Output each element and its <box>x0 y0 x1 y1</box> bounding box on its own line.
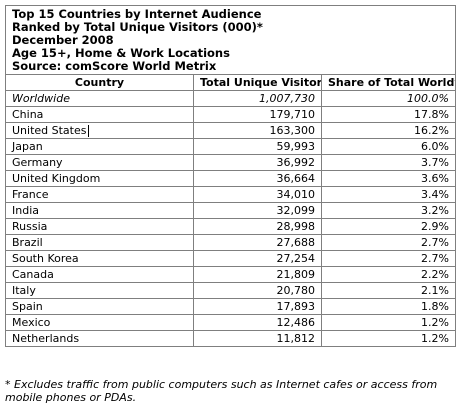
title-line: Ranked by Total Unique Visitors (000)* <box>12 20 263 34</box>
visitors-cell: 36,664 <box>193 170 322 187</box>
visitors-cell: 12,486 <box>193 314 322 331</box>
visitors-cell: 28,998 <box>193 218 322 235</box>
table-row: Japan 59,993 6.0% <box>5 138 456 155</box>
title-line: Age 15+, Home & Work Locations <box>12 46 230 60</box>
table-row: Netherlands 11,812 1.2% <box>5 330 456 347</box>
share-cell: 3.6% <box>321 170 456 187</box>
share-cell: 17.8% <box>321 106 456 123</box>
visitors-cell: 1,007,730 <box>193 90 322 107</box>
visitors-cell: 179,710 <box>193 106 322 123</box>
share-cell: 16.2% <box>321 122 456 139</box>
share-cell: 2.7% <box>321 250 456 267</box>
country-cell: Canada <box>5 266 194 283</box>
country-cell: Brazil <box>5 234 194 251</box>
share-cell: 2.9% <box>321 218 456 235</box>
share-column-header: Share of Total Worldwide Internet Audien… <box>321 74 456 91</box>
title-line: December 2008 <box>12 33 114 47</box>
internet-audience-table: Top 15 Countries by Internet Audience Ra… <box>5 5 456 347</box>
share-cell: 3.7% <box>321 154 456 171</box>
share-cell: 3.2% <box>321 202 456 219</box>
visitors-column-header: Total Unique Visitors (000) <box>193 74 322 91</box>
country-cell: Worldwide <box>5 90 194 107</box>
share-cell: 100.0% <box>321 90 456 107</box>
country-cell: South Korea <box>5 250 194 267</box>
share-cell: 3.4% <box>321 186 456 203</box>
visitors-cell: 59,993 <box>193 138 322 155</box>
table-row: United Kingdom 36,664 3.6% <box>5 170 456 187</box>
visitors-cell: 17,893 <box>193 298 322 315</box>
visitors-cell: 21,809 <box>193 266 322 283</box>
country-cell: Japan <box>5 138 194 155</box>
visitors-cell: 34,010 <box>193 186 322 203</box>
country-cell: Netherlands <box>5 330 194 347</box>
country-cell: Germany <box>5 154 194 171</box>
worldwide-row: Worldwide 1,007,730 100.0% <box>5 90 456 107</box>
visitors-cell: 27,254 <box>193 250 322 267</box>
title-line: Source: comScore World Metrix <box>12 59 217 73</box>
country-cell: China <box>5 106 194 123</box>
table-row: France 34,010 3.4% <box>5 186 456 203</box>
country-cell: Russia <box>5 218 194 235</box>
text-cursor <box>87 125 89 137</box>
table-row: Canada 21,809 2.2% <box>5 266 456 283</box>
table-title: Top 15 Countries by Internet Audience Ra… <box>5 5 456 75</box>
table-row: India 32,099 3.2% <box>5 202 456 219</box>
table-row: Italy 20,780 2.1% <box>5 282 456 299</box>
visitors-cell: 27,688 <box>193 234 322 251</box>
title-row: Top 15 Countries by Internet Audience Ra… <box>5 5 456 75</box>
share-cell: 2.2% <box>321 266 456 283</box>
table-row: Russia 28,998 2.9% <box>5 218 456 235</box>
visitors-cell: 163,300 <box>193 122 322 139</box>
country-cell: United Kingdom <box>5 170 194 187</box>
table-row: Germany 36,992 3.7% <box>5 154 456 171</box>
share-cell: 2.7% <box>321 234 456 251</box>
country-cell: India <box>5 202 194 219</box>
table-row: China 179,710 17.8% <box>5 106 456 123</box>
country-cell: France <box>5 186 194 203</box>
visitors-cell: 20,780 <box>193 282 322 299</box>
share-cell: 6.0% <box>321 138 456 155</box>
share-cell: 2.1% <box>321 282 456 299</box>
country-column-header: Country <box>5 74 194 91</box>
internet-audience-table-container: Top 15 Countries by Internet Audience Ra… <box>5 5 456 347</box>
table-row: Mexico 12,486 1.2% <box>5 314 456 331</box>
visitors-cell: 32,099 <box>193 202 322 219</box>
share-cell: 1.2% <box>321 330 456 347</box>
share-cell: 1.2% <box>321 314 456 331</box>
header-row: Country Total Unique Visitors (000) Shar… <box>5 74 456 91</box>
share-cell: 1.8% <box>321 298 456 315</box>
country-cell: United States <box>5 122 194 139</box>
table-row: Brazil 27,688 2.7% <box>5 234 456 251</box>
table-row: Spain 17,893 1.8% <box>5 298 456 315</box>
country-cell: Mexico <box>5 314 194 331</box>
country-cell: Spain <box>5 298 194 315</box>
footnote: * Excludes traffic from public computers… <box>5 378 438 404</box>
table-row: United States 163,300 16.2% <box>5 122 456 139</box>
visitors-cell: 36,992 <box>193 154 322 171</box>
country-cell: Italy <box>5 282 194 299</box>
title-line: Top 15 Countries by Internet Audience <box>12 7 262 21</box>
table-row: South Korea 27,254 2.7% <box>5 250 456 267</box>
visitors-cell: 11,812 <box>193 330 322 347</box>
